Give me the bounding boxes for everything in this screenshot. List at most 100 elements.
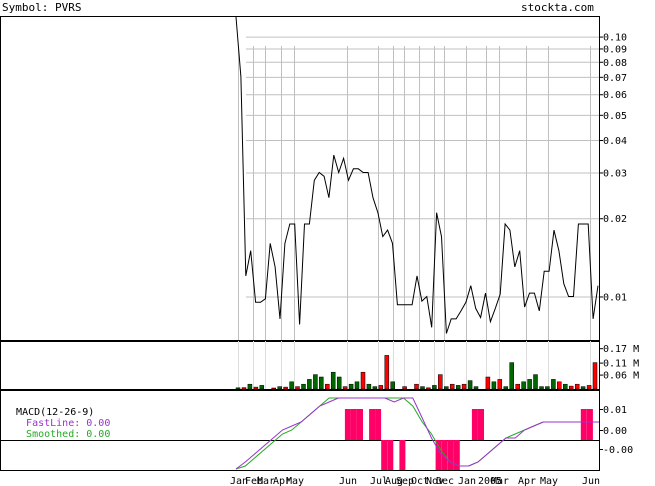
month-label: Mar [491, 476, 509, 486]
volume-bar [586, 385, 592, 390]
volume-bar [390, 381, 395, 390]
month-label: Jun [339, 476, 357, 486]
price-panel [235, 16, 599, 334]
month-label: Oct [411, 476, 429, 486]
price-tick-label: 0.07 [603, 73, 627, 84]
month-label: Jul [370, 476, 388, 486]
volume-bar [277, 386, 282, 390]
volume-bar [402, 386, 407, 390]
volume-bar [592, 362, 598, 390]
price-tick-label: 0.10 [603, 33, 627, 44]
volume-tick-label: 0.06 M [603, 371, 639, 382]
macd-panel [235, 397, 599, 470]
volume-bar [497, 379, 503, 390]
month-label: May [286, 476, 304, 486]
volume-bar [354, 381, 360, 390]
volume-bar [563, 383, 568, 390]
macd-smoothed-label: Smoothed: 0.00 [26, 429, 111, 440]
volume-bar [426, 387, 431, 390]
month-label: Jan [230, 476, 248, 486]
price-tick-label: 0.08 [603, 58, 627, 69]
volume-bar [235, 387, 241, 390]
volume-bar [348, 383, 354, 390]
macd-fast-line [235, 397, 599, 470]
macd-histogram-bar [580, 409, 587, 440]
volume-bar [241, 387, 247, 390]
price-tick-label: 0.09 [603, 44, 627, 55]
macd-histogram-bar [387, 440, 394, 470]
month-label: Aug [385, 476, 403, 486]
price-tick-label: 0.04 [603, 136, 627, 147]
price-tick-label: 0.06 [603, 90, 627, 101]
month-label: Sep [396, 476, 414, 486]
volume-bar [485, 376, 491, 390]
volume-bar [360, 371, 366, 390]
volume-bar [551, 379, 556, 390]
macd-histogram-bar [350, 409, 357, 440]
volume-bar [325, 383, 330, 390]
macd-histogram-bar [453, 440, 460, 470]
volume-bar [336, 376, 342, 390]
macd-histogram-bar [375, 409, 382, 440]
month-label: May [540, 476, 558, 486]
volume-bar [533, 374, 538, 390]
volume-bar [515, 383, 520, 390]
month-label: Apr [518, 476, 536, 486]
volume-bar [420, 386, 425, 390]
macd-fastline-label: FastLine: 0.00 [26, 418, 111, 429]
volume-bar [372, 386, 378, 390]
macd-histogram-bar [478, 409, 484, 440]
price-tick-label: 0.03 [603, 168, 627, 179]
volume-bar [307, 379, 312, 390]
volume-bar [342, 386, 348, 390]
axis-labels: 0.100.09 0.08 0.07 0.06 0.05 0.04 0.03 0.02 0.01… [230, 33, 639, 486]
volume-bar [461, 383, 467, 390]
volume-bar [503, 386, 509, 390]
volume-bar [301, 383, 306, 390]
macd-title: MACD(12-26-9) [16, 407, 95, 418]
macd-tick-label: 0.01 [603, 405, 627, 416]
volume-panel [235, 355, 598, 390]
month-label: Nov [426, 476, 444, 486]
volume-bar [330, 371, 336, 390]
symbol-label: Symbol: PVRS [2, 1, 82, 14]
volume-bar [414, 383, 419, 390]
volume-bar [539, 386, 544, 390]
macd-histogram-bar [447, 440, 454, 470]
volume-tick-label: 0.17 M [603, 344, 639, 355]
volume-bar [253, 386, 259, 390]
price-tick-label: 0.05 [603, 111, 627, 122]
month-label: Feb [245, 476, 263, 486]
volume-bar [313, 374, 318, 390]
macd-histogram-bar [399, 440, 406, 470]
volume-bar [271, 387, 276, 390]
macd-histogram-bar [344, 409, 351, 440]
site-label[interactable]: stockta.com [521, 1, 594, 14]
volume-bar [259, 385, 265, 390]
month-label: Mar [257, 476, 275, 486]
volume-bar [473, 386, 479, 390]
volume-bar [283, 386, 288, 390]
volume-bar [289, 381, 294, 390]
month-label: Jun [582, 476, 600, 486]
macd-histogram-bar [357, 409, 363, 440]
volume-bar [444, 386, 449, 390]
volume-bar [557, 381, 562, 390]
price-tick-label: 0.02 [603, 214, 627, 225]
volume-bar [438, 374, 443, 390]
month-label: Jan [458, 476, 476, 486]
panel-frame [0, 341, 600, 390]
macd-legend: MACD(12-26-9) FastLine: 0.00 Smoothed: 0… [4, 396, 110, 440]
volume-bar [580, 386, 586, 390]
price-tick-label: 0.01 [603, 292, 627, 303]
volume-bar [247, 383, 253, 390]
macd-histogram-bar [435, 440, 442, 470]
panel-frame [0, 16, 600, 341]
macd-tick-label: -0.00 [603, 445, 633, 456]
volume-bar [384, 355, 390, 390]
grid-lines [238, 36, 599, 389]
volume-bar [378, 385, 384, 390]
macd-tick-label: 0.00 [603, 426, 627, 437]
macd-histogram-bar [471, 409, 478, 440]
